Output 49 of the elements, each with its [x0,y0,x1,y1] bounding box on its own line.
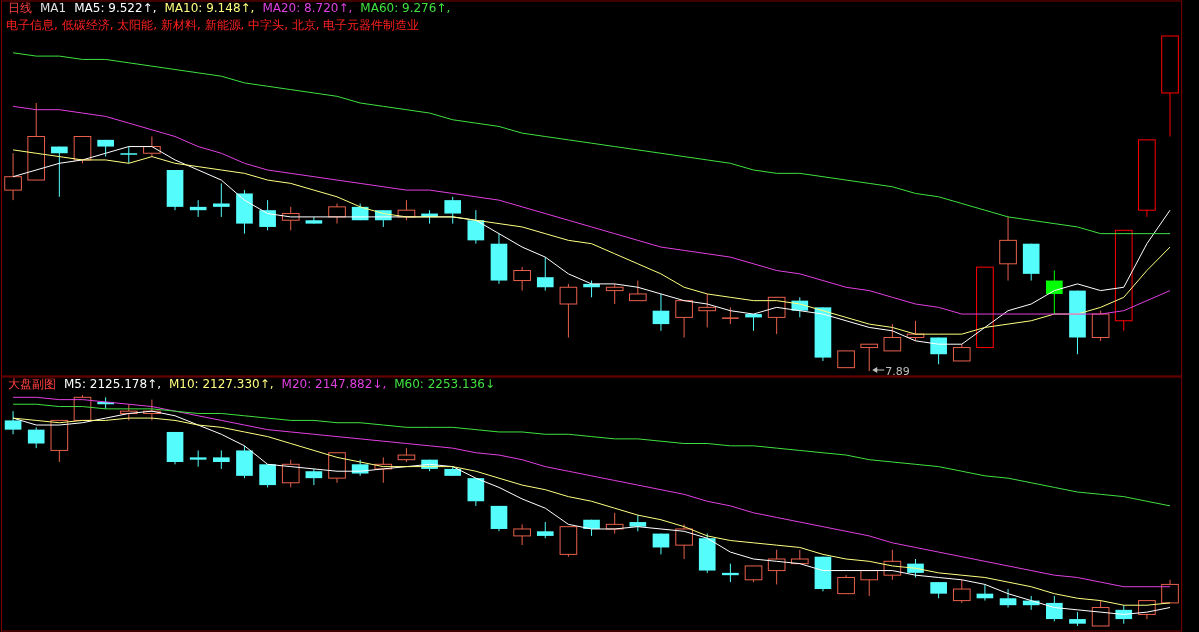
candlestick [837,574,855,595]
candlestick [629,280,647,302]
text: MA20: 8.720↑, [262,1,353,15]
candlestick [513,523,531,546]
candlestick [1091,310,1110,342]
candlestick [513,266,531,292]
candlestick [259,199,276,231]
candlestick [212,182,230,218]
candlestick [1046,270,1063,315]
series-label: M5: 2125.178↑, [64,377,161,391]
candlestick [883,323,902,352]
candlestick [1091,600,1110,627]
text: MA5: 9.522↑, [74,1,157,15]
candlestick [1046,595,1063,622]
text: MA10: 9.148↑, [164,1,255,15]
candlestick [999,216,1017,282]
text: M20: 2147.882↓, [281,377,387,391]
candlestick [860,570,879,597]
candlestick [328,203,346,225]
text: M10: 2127.330↑, [168,377,274,391]
text: MA1 [40,1,67,15]
candlestick [305,468,323,486]
text: M60: 2253.136↓ [394,377,495,391]
candlestick [444,196,462,225]
candlestick [652,293,670,332]
candlestick [490,505,508,532]
candlestick [536,256,554,292]
candlestick [1161,579,1179,604]
candlestick [467,477,485,507]
candlestick [698,293,717,328]
candlestick [952,579,971,604]
candlestick [27,426,45,449]
candlestick [4,410,22,435]
chart-title: 日线 [8,1,32,15]
candlestick [930,337,947,365]
candlestick [767,549,786,585]
candlestick [999,588,1017,609]
candlestick [51,146,68,198]
candlestick [605,283,624,305]
candlestick [281,459,300,488]
text: MA60: 9.276↑, [360,1,451,15]
candlestick [212,449,230,470]
annotation: 7.89 [885,365,910,378]
candlestick [675,523,693,560]
chart-subtitle: 电子信息, 低碳经济, 太阳能, 新材料, 新能源, 中字头, 北京, 电子元器件制造业 [6,18,420,32]
candlestick [4,152,22,201]
chart-title: 大盘副图 [8,377,56,391]
candlestick [559,283,578,338]
candlestick [675,300,693,338]
